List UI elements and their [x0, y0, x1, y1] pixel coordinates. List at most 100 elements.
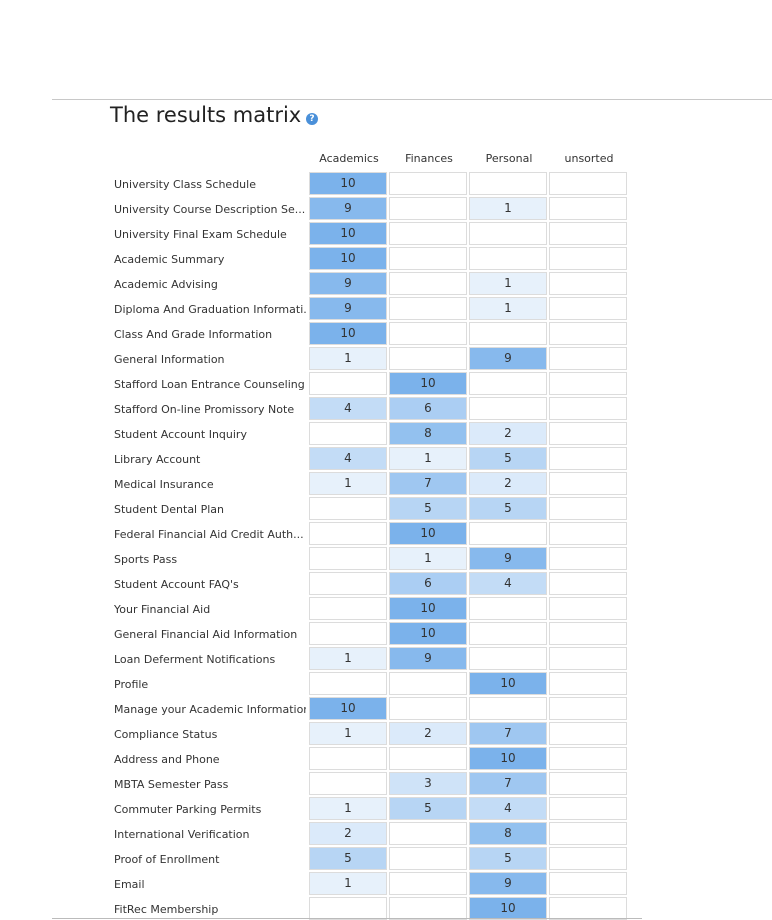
matrix-cell — [549, 322, 627, 345]
matrix-cell: 10 — [309, 247, 387, 270]
row-label: Proof of Enrollment — [114, 853, 220, 866]
row-label: Manage your Academic Information — [114, 703, 306, 716]
matrix-cell — [309, 422, 387, 445]
matrix-cell: 1 — [309, 647, 387, 670]
matrix-cell: 1 — [309, 872, 387, 895]
matrix-cell — [549, 422, 627, 445]
matrix-cell — [549, 672, 627, 695]
matrix-cell: 1 — [389, 447, 467, 470]
matrix-cell — [309, 497, 387, 520]
matrix-cell — [389, 297, 467, 320]
matrix-cell — [469, 522, 547, 545]
matrix-cell — [309, 372, 387, 395]
matrix-cell — [309, 597, 387, 620]
matrix-cell: 1 — [309, 347, 387, 370]
column-header: unsorted — [564, 152, 614, 165]
matrix-cell — [469, 372, 547, 395]
matrix-cell — [309, 572, 387, 595]
matrix-cell — [549, 222, 627, 245]
matrix-cell — [469, 647, 547, 670]
matrix-cell — [549, 522, 627, 545]
matrix-cell: 10 — [389, 622, 467, 645]
matrix-cell: 9 — [309, 272, 387, 295]
divider — [52, 99, 772, 100]
matrix-cell — [549, 872, 627, 895]
matrix-cell: 4 — [469, 797, 547, 820]
matrix-cell — [549, 772, 627, 795]
column-header: Finances — [405, 152, 453, 165]
column-header: Personal — [485, 152, 533, 165]
matrix-cell: 9 — [469, 872, 547, 895]
matrix-cell — [549, 572, 627, 595]
help-icon[interactable]: ? — [306, 113, 318, 125]
row-label: MBTA Semester Pass — [114, 778, 229, 791]
row-label: University Final Exam Schedule — [114, 228, 287, 241]
matrix-cell — [389, 272, 467, 295]
matrix-cell: 9 — [309, 297, 387, 320]
matrix-cell: 10 — [389, 597, 467, 620]
matrix-cell: 1 — [309, 797, 387, 820]
matrix-cell — [389, 847, 467, 870]
matrix-cell: 4 — [309, 447, 387, 470]
matrix-cell: 7 — [389, 472, 467, 495]
matrix-cell — [309, 522, 387, 545]
matrix-cell: 1 — [469, 272, 547, 295]
matrix-cell: 5 — [389, 797, 467, 820]
row-label: Email — [114, 878, 145, 891]
matrix-cell — [389, 222, 467, 245]
row-label: Student Account Inquiry — [114, 428, 247, 441]
matrix-cell: 10 — [469, 672, 547, 695]
row-label: Class And Grade Information — [114, 328, 273, 341]
column-header: Academics — [319, 152, 379, 165]
matrix-cell: 6 — [389, 572, 467, 595]
matrix-cell — [549, 372, 627, 395]
matrix-cell — [469, 397, 547, 420]
matrix-cell — [549, 497, 627, 520]
matrix-cell — [549, 897, 627, 920]
matrix-cell: 7 — [469, 772, 547, 795]
matrix-cell — [549, 247, 627, 270]
row-label: General Financial Aid Information — [114, 628, 298, 641]
matrix-cell: 9 — [469, 347, 547, 370]
matrix-cell — [389, 872, 467, 895]
matrix-cell: 5 — [469, 497, 547, 520]
matrix-cell — [549, 622, 627, 645]
title: The results matrix — [110, 103, 302, 127]
matrix-cell: 9 — [469, 547, 547, 570]
matrix-cell — [389, 172, 467, 195]
matrix-cell: 7 — [469, 722, 547, 745]
matrix-cell: 1 — [309, 472, 387, 495]
row-label: General Information — [114, 353, 225, 366]
row-label: Your Financial Aid — [114, 603, 211, 616]
matrix-cell — [389, 347, 467, 370]
matrix-cell — [389, 322, 467, 345]
matrix-cell: 4 — [309, 397, 387, 420]
row-label: Stafford On-line Promissory Note — [114, 403, 295, 416]
matrix-cell — [389, 747, 467, 770]
matrix-cell — [549, 397, 627, 420]
matrix-cell: 10 — [309, 172, 387, 195]
row-label: Address and Phone — [114, 753, 220, 766]
matrix-cell — [549, 472, 627, 495]
matrix-cell: 2 — [469, 472, 547, 495]
row-label: University Class Schedule — [114, 178, 256, 191]
matrix-cell — [549, 747, 627, 770]
row-label: Federal Financial Aid Credit Auth... — [114, 528, 304, 541]
bottom-border — [52, 918, 642, 919]
matrix-cell — [549, 597, 627, 620]
matrix-cell — [389, 247, 467, 270]
matrix-cell — [549, 822, 627, 845]
matrix-cell: 10 — [469, 897, 547, 920]
matrix-cell — [309, 547, 387, 570]
matrix-cell: 10 — [309, 222, 387, 245]
matrix-cell — [309, 747, 387, 770]
row-label: Commuter Parking Permits — [114, 803, 262, 816]
row-label: Student Dental Plan — [114, 503, 225, 516]
matrix-cell — [389, 697, 467, 720]
matrix-cell: 10 — [309, 697, 387, 720]
matrix-cell — [549, 697, 627, 720]
matrix-cell — [549, 797, 627, 820]
row-label: Diploma And Graduation Informati... — [114, 303, 306, 316]
matrix-cell — [469, 597, 547, 620]
